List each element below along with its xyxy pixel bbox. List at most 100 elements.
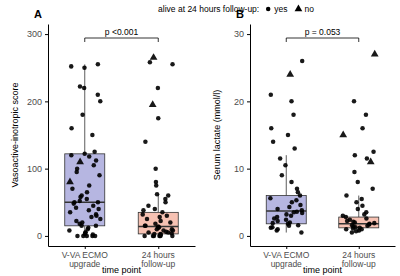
box bbox=[138, 194, 178, 236]
point bbox=[286, 133, 291, 138]
point bbox=[275, 227, 280, 232]
point bbox=[289, 99, 294, 104]
point bbox=[70, 187, 75, 192]
x-tick-mark bbox=[286, 246, 287, 249]
point bbox=[360, 203, 365, 208]
point bbox=[142, 234, 147, 239]
x-tick-label-line: upgrade bbox=[69, 259, 100, 269]
point bbox=[170, 62, 175, 67]
panel: 0102030V-VA ECMOupgrade24 hoursfollow-up… bbox=[212, 8, 396, 275]
point bbox=[157, 225, 162, 230]
y-tick: 10 bbox=[234, 164, 250, 174]
point bbox=[371, 150, 376, 155]
point bbox=[339, 131, 347, 138]
point bbox=[275, 215, 280, 220]
y-axis-title: Vasoactive-inotropic score bbox=[10, 83, 20, 188]
x-tick bbox=[158, 246, 159, 249]
y-tick-label: 20 bbox=[234, 97, 244, 107]
y-tick: 300 bbox=[27, 29, 48, 39]
point bbox=[353, 153, 358, 158]
x-tick bbox=[359, 246, 360, 249]
y-tick-mark bbox=[247, 34, 250, 35]
point bbox=[69, 153, 74, 158]
point bbox=[66, 178, 74, 185]
x-tick-mark bbox=[359, 246, 360, 249]
y-axis-line bbox=[250, 25, 251, 247]
x-tick bbox=[85, 246, 86, 249]
y-tick-label: 30 bbox=[234, 29, 244, 39]
point bbox=[91, 232, 96, 237]
x-axis-title: time point bbox=[303, 265, 343, 275]
point bbox=[158, 232, 163, 237]
y-tick: 200 bbox=[27, 97, 48, 107]
point bbox=[87, 154, 92, 159]
point bbox=[268, 196, 273, 201]
point bbox=[94, 212, 99, 217]
y-tick-mark bbox=[45, 101, 48, 102]
point bbox=[68, 210, 73, 215]
x-tick-label-line: upgrade bbox=[271, 259, 302, 269]
y-tick-label: 10 bbox=[234, 164, 244, 174]
point bbox=[294, 198, 299, 203]
point bbox=[352, 170, 357, 175]
point bbox=[357, 226, 362, 231]
box bbox=[339, 196, 379, 233]
point bbox=[287, 205, 292, 210]
y-axis-title: Serum lactate (mmol/l) bbox=[212, 90, 222, 181]
point bbox=[76, 157, 84, 164]
point bbox=[85, 190, 90, 195]
point bbox=[165, 213, 170, 218]
point bbox=[370, 187, 375, 192]
point bbox=[145, 217, 150, 222]
point bbox=[352, 99, 357, 104]
point bbox=[153, 207, 158, 212]
x-axis-title: time point bbox=[102, 265, 142, 275]
point bbox=[359, 197, 364, 202]
y-tick-mark bbox=[247, 169, 250, 170]
point bbox=[143, 139, 148, 144]
x-tick-label-line: follow-up bbox=[342, 259, 376, 269]
point bbox=[295, 209, 300, 214]
point bbox=[149, 100, 157, 107]
point bbox=[367, 222, 372, 227]
significance-bracket bbox=[286, 38, 359, 42]
point bbox=[296, 223, 301, 228]
y-tick: 30 bbox=[234, 29, 250, 39]
point bbox=[77, 199, 82, 204]
point bbox=[372, 221, 377, 226]
point bbox=[146, 203, 151, 208]
point bbox=[354, 200, 359, 205]
box-body bbox=[266, 196, 306, 224]
plot-area bbox=[65, 53, 179, 238]
point bbox=[160, 210, 165, 215]
point bbox=[72, 200, 77, 205]
whisker-upper bbox=[358, 196, 359, 218]
point bbox=[280, 173, 285, 178]
y-tick: 0 bbox=[239, 231, 250, 241]
p-value: p <0.001 bbox=[105, 27, 139, 37]
plot-area bbox=[266, 50, 379, 235]
point bbox=[350, 230, 355, 235]
x-tick-mark bbox=[158, 246, 159, 249]
point bbox=[97, 173, 102, 178]
y-tick-mark bbox=[45, 236, 48, 237]
point bbox=[90, 133, 95, 138]
point bbox=[94, 158, 99, 163]
point bbox=[91, 203, 96, 208]
point bbox=[364, 113, 369, 118]
y-tick-mark bbox=[45, 34, 48, 35]
point bbox=[85, 197, 90, 202]
point bbox=[365, 156, 370, 161]
significance-bracket bbox=[85, 38, 159, 42]
point bbox=[270, 225, 275, 230]
legend-marker bbox=[295, 5, 303, 12]
point bbox=[289, 180, 294, 185]
point bbox=[98, 217, 103, 222]
point bbox=[79, 193, 84, 198]
legend-title: alive at 24 hours follow-up: bbox=[158, 4, 259, 14]
legend-marker bbox=[266, 7, 271, 12]
point bbox=[158, 232, 163, 237]
y-axis-line bbox=[48, 25, 49, 247]
point bbox=[157, 215, 162, 220]
point bbox=[96, 62, 101, 67]
